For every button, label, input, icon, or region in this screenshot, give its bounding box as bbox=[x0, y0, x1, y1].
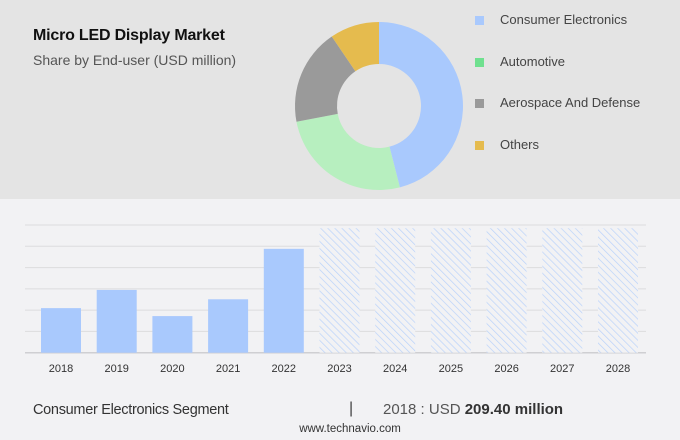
legend-item-aerospace-and-defense: Aerospace And Defense bbox=[475, 95, 680, 113]
chart-title: Micro LED Display Market bbox=[33, 27, 225, 44]
legend-item-others: Others bbox=[475, 137, 680, 155]
footer-segment-label: Consumer Electronics Segment bbox=[33, 402, 229, 418]
x-tick-label-2024: 2024 bbox=[383, 363, 407, 375]
footer-separator: | bbox=[349, 400, 354, 417]
footer-value: 2018 : USD 209.40 million bbox=[383, 401, 563, 418]
x-axis-labels: 2018 2019 2020 2021 2022 2023 2024 2025 2026 2027… bbox=[49, 363, 630, 375]
x-tick-label-2019: 2019 bbox=[104, 363, 128, 375]
forecast-bar-2028 bbox=[598, 228, 638, 353]
chart-subtitle: Share by End-user (USD million) bbox=[33, 52, 237, 68]
bar-2020 bbox=[152, 316, 193, 353]
donut-slice-automotive bbox=[296, 113, 400, 191]
bar-2018 bbox=[41, 308, 81, 353]
x-tick-label-2028: 2028 bbox=[606, 363, 630, 375]
x-tick-label-2021: 2021 bbox=[216, 363, 240, 375]
footer-url: www.technavio.com bbox=[299, 423, 401, 435]
forecast-bar-2026 bbox=[486, 228, 527, 353]
bar-2021 bbox=[208, 299, 249, 353]
donut-slice-consumer-electronics bbox=[379, 22, 463, 188]
legend-label: Aerospace And Defense bbox=[500, 95, 641, 110]
bar-series bbox=[41, 228, 638, 353]
legend-item-consumer-electronics: Consumer Electronics bbox=[475, 12, 680, 30]
legend-swatch bbox=[475, 58, 484, 67]
donut-slice-aerospace-and-defense bbox=[295, 36, 356, 122]
legend-swatch bbox=[475, 99, 484, 108]
legend-label: Others bbox=[500, 137, 540, 152]
legend-label: Automotive bbox=[500, 54, 566, 69]
bar-2022 bbox=[263, 248, 304, 353]
legend-item-automotive: Automotive bbox=[475, 54, 680, 72]
x-tick-label-2026: 2026 bbox=[494, 363, 518, 375]
bar-2019 bbox=[96, 289, 137, 353]
legend-label: Consumer Electronics bbox=[500, 12, 628, 27]
x-tick-label-2025: 2025 bbox=[439, 363, 463, 375]
footer-value-amount: 209.40 million bbox=[464, 401, 564, 418]
x-tick-label-2018: 2018 bbox=[49, 363, 73, 375]
forecast-bar-2023 bbox=[319, 228, 360, 353]
donut-slice-others bbox=[331, 22, 379, 72]
x-tick-label-2022: 2022 bbox=[272, 363, 296, 375]
donut-chart bbox=[295, 22, 463, 191]
forecast-bar-2027 bbox=[542, 228, 583, 353]
footer-value-prefix: 2018 : USD bbox=[383, 401, 461, 418]
legend-swatch bbox=[475, 141, 484, 150]
x-tick-label-2023: 2023 bbox=[327, 363, 351, 375]
x-tick-label-2020: 2020 bbox=[160, 363, 184, 375]
forecast-bar-2024 bbox=[375, 228, 416, 353]
forecast-bar-2025 bbox=[430, 228, 471, 353]
legend-swatch bbox=[475, 16, 484, 25]
x-tick-label-2027: 2027 bbox=[550, 363, 574, 375]
